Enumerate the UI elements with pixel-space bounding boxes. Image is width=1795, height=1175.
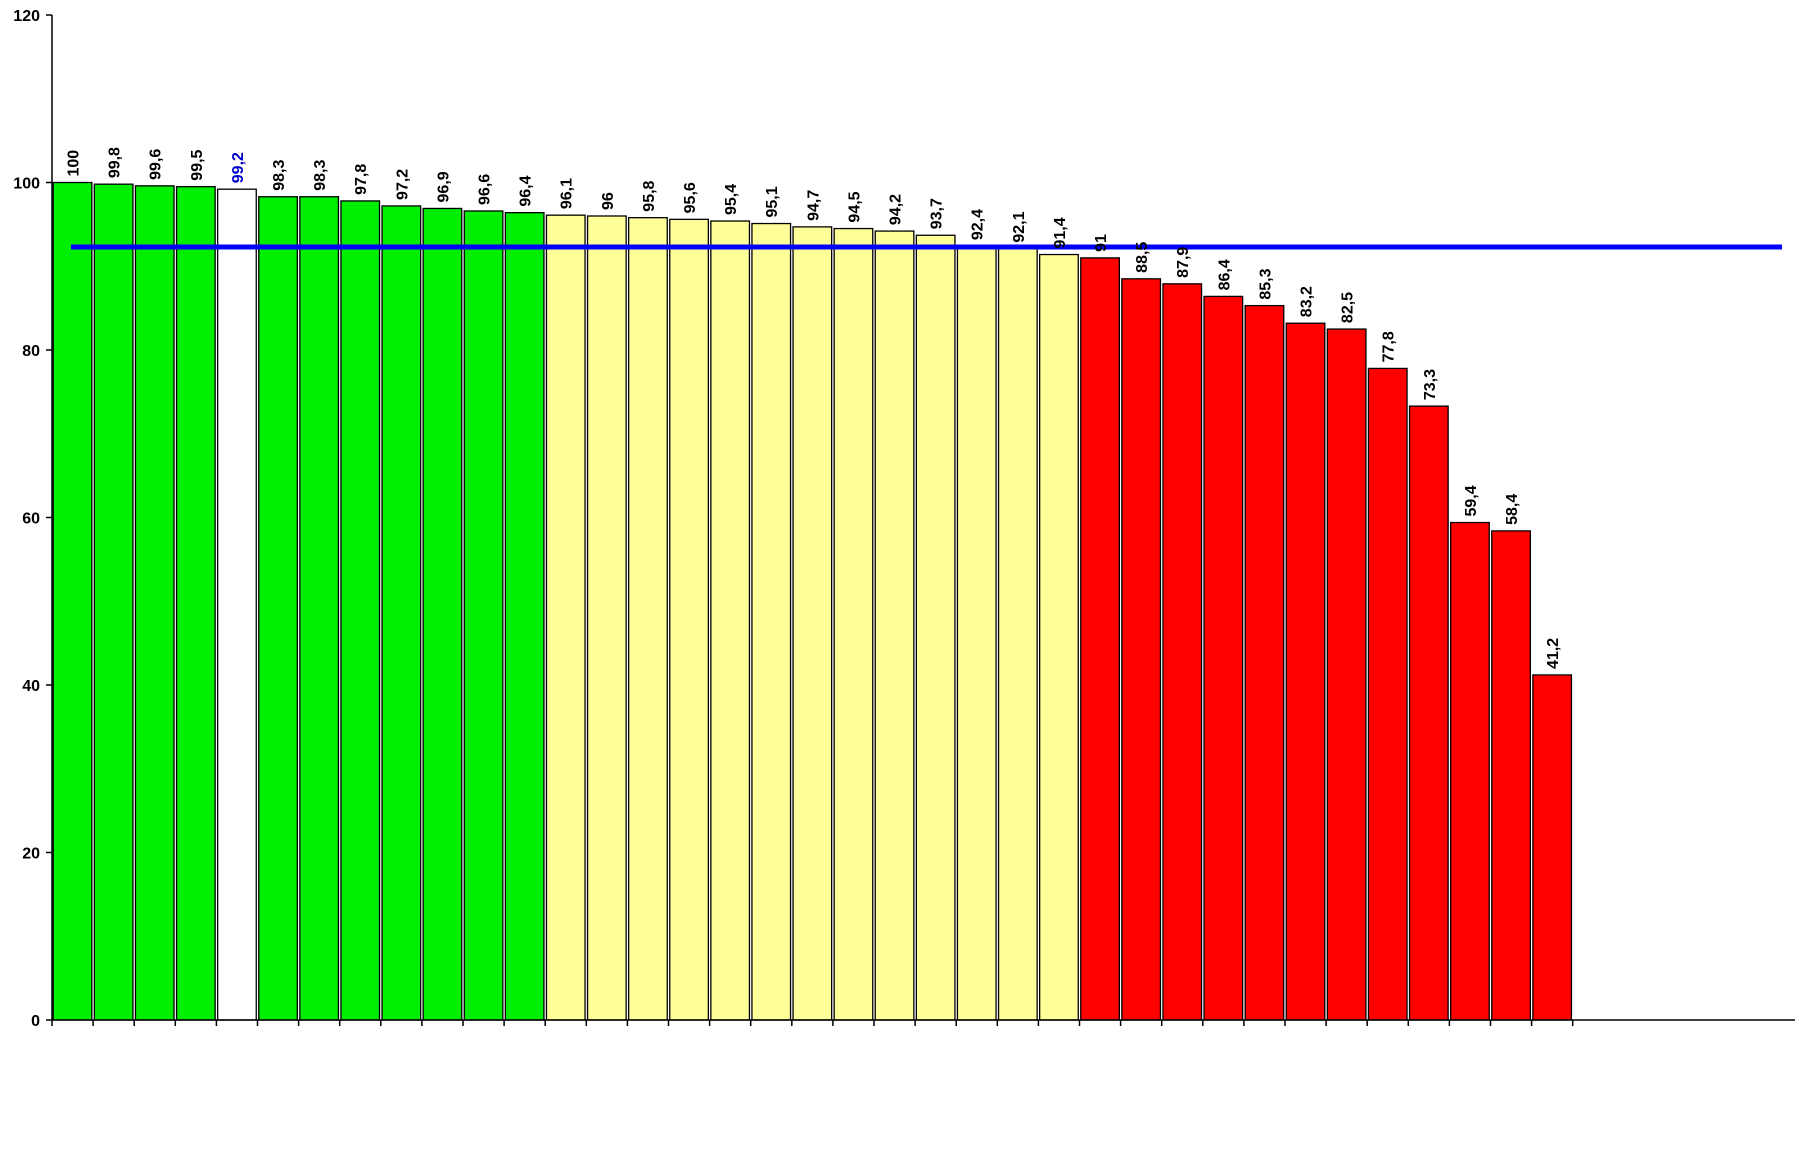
- bar: [93, 183, 134, 1021]
- bar: [134, 185, 175, 1021]
- bar: [1203, 295, 1244, 1021]
- bar: [874, 230, 915, 1021]
- bar: [463, 210, 504, 1021]
- data-label: 100: [66, 150, 83, 177]
- bar: [915, 234, 956, 1021]
- bar: [1244, 304, 1285, 1021]
- bar: [1285, 322, 1326, 1021]
- bar: [422, 207, 463, 1021]
- data-label: 83,2: [1299, 286, 1316, 317]
- bar: [586, 215, 627, 1021]
- data-label: 99,5: [189, 149, 206, 180]
- data-label: 91: [1093, 234, 1110, 252]
- data-label: 99,6: [148, 149, 165, 180]
- bar: [504, 211, 545, 1021]
- data-label: 87,9: [1175, 247, 1192, 278]
- bar: [52, 181, 93, 1021]
- bar: [1080, 257, 1120, 1021]
- bar: [1039, 253, 1079, 1021]
- data-label: 94,5: [846, 191, 863, 222]
- data-label: 96,6: [477, 174, 494, 205]
- data-label: 77,8: [1381, 331, 1398, 362]
- y-tick-label: 20: [22, 846, 40, 863]
- bar: [216, 188, 257, 1021]
- bar: [545, 214, 586, 1021]
- data-label: 88,5: [1134, 242, 1151, 273]
- data-label: 73,3: [1422, 369, 1439, 400]
- data-label: 99,2: [230, 152, 247, 183]
- bar: [628, 217, 668, 1021]
- data-label: 85,3: [1257, 268, 1274, 299]
- bar: [175, 186, 216, 1021]
- data-label: 93,7: [929, 198, 946, 229]
- data-label: 86,4: [1216, 259, 1233, 290]
- data-label: 95,6: [682, 182, 699, 213]
- y-tick-label: 40: [22, 678, 40, 695]
- bar: [1532, 674, 1573, 1021]
- bar: [792, 226, 833, 1021]
- y-tick-label: 80: [22, 343, 40, 360]
- data-label: 41,2: [1545, 638, 1562, 669]
- data-label: 95,8: [641, 180, 658, 211]
- data-label: 94,7: [805, 190, 822, 221]
- bar: [1121, 278, 1162, 1021]
- data-label: 94,2: [888, 194, 905, 225]
- y-tick-label: 120: [13, 8, 40, 25]
- bar: [1367, 367, 1408, 1021]
- bar: [751, 222, 792, 1021]
- data-label: 96,4: [518, 175, 535, 206]
- data-label: 58,4: [1504, 494, 1521, 525]
- bar: [299, 196, 340, 1021]
- bars-layer: [52, 181, 1573, 1021]
- data-label: 98,3: [271, 159, 288, 190]
- data-label: 99,8: [107, 147, 124, 178]
- data-label: 92,4: [970, 209, 987, 240]
- bar: [669, 218, 709, 1021]
- bar: [833, 227, 874, 1021]
- bar: [1162, 283, 1203, 1021]
- bar: [258, 196, 298, 1021]
- bar: [1491, 530, 1531, 1021]
- data-label: 97,8: [353, 164, 370, 195]
- data-label: 92,1: [1011, 211, 1028, 242]
- bar: [1326, 328, 1367, 1021]
- data-labels-layer: 100 99,8 99,6 99,5 99,2 98,3 98,3 97,8 97,2 96,9 9…: [66, 147, 1563, 669]
- data-label: 95,1: [764, 186, 781, 217]
- data-label: 91,4: [1052, 217, 1069, 248]
- data-label: 59,4: [1463, 485, 1480, 516]
- data-label: 97,2: [394, 169, 411, 200]
- data-label: 96,1: [559, 178, 576, 209]
- bar: [1450, 521, 1490, 1021]
- data-label: 96: [600, 192, 617, 210]
- y-tick-label: 100: [13, 176, 40, 193]
- bar: [956, 245, 997, 1021]
- bar: [710, 220, 751, 1021]
- bar: [997, 248, 1038, 1021]
- y-tick-label: 60: [22, 511, 40, 528]
- bar: [1408, 405, 1449, 1021]
- y-tick-label: 0: [31, 1013, 40, 1030]
- bar: [381, 205, 422, 1021]
- data-label: 96,9: [435, 171, 452, 202]
- axis-layer: 0 20 40 60 80 100 120: [13, 8, 1795, 1030]
- data-label: 95,4: [723, 184, 740, 215]
- data-label: 98,3: [312, 159, 329, 190]
- data-label: 82,5: [1340, 292, 1357, 323]
- bar: [340, 200, 381, 1021]
